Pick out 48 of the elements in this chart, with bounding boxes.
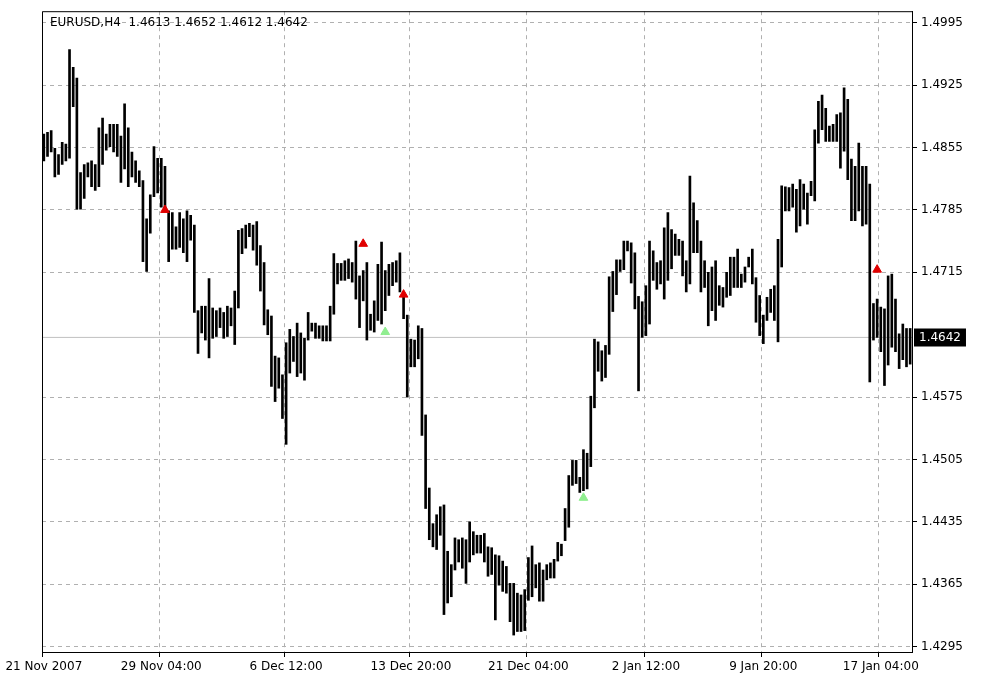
- point: [380, 326, 391, 336]
- x-tick-label: 2 Jan 12:00: [611, 659, 681, 674]
- x-tick-label: 13 Dec 20:00: [370, 659, 452, 674]
- bar: [215, 310, 218, 337]
- chart-title: EURUSD,H4 1.4613 1.4652 1.4612 1.4642: [50, 15, 308, 30]
- x-tick-label: 6 Dec 12:00: [249, 659, 323, 674]
- bar: [714, 260, 717, 321]
- x-tick-label: 29 Nov 04:00: [120, 659, 202, 674]
- point: [358, 238, 369, 247]
- bar: [339, 263, 343, 281]
- y-tick-label: 1.4575: [921, 389, 963, 404]
- y-tick-label: 1.4715: [921, 264, 963, 279]
- bar: [582, 449, 585, 492]
- y-tick-label: 1.4365: [921, 576, 963, 591]
- y-tick-label: 1.4785: [921, 202, 963, 217]
- bar: [68, 49, 71, 159]
- point: [398, 289, 409, 298]
- y-tick-label: 1.4855: [921, 139, 963, 154]
- x-tick-label: 9 Jan 20:00: [729, 659, 798, 674]
- y-tick-label: 1.4505: [921, 451, 963, 466]
- bar: [512, 583, 516, 636]
- x-tick-label: 17 Jan 04:00: [842, 659, 919, 674]
- point: [872, 264, 882, 273]
- bar: [538, 562, 541, 602]
- bar: [560, 543, 563, 557]
- y-tick-label: 1.4995: [921, 14, 963, 29]
- x-tick-label: 21 Dec 04:00: [488, 659, 569, 674]
- bar: [159, 157, 163, 208]
- bar: [112, 124, 115, 153]
- bar: [549, 562, 552, 579]
- y-tick-label: 1.4435: [921, 514, 963, 528]
- bar: [321, 325, 325, 342]
- bar: [347, 258, 350, 279]
- y-tick-label: 1.4925: [921, 77, 963, 92]
- y-tick-label: 1.4295: [921, 638, 963, 653]
- point: [160, 204, 170, 213]
- bar: [226, 305, 229, 337]
- bar: [167, 210, 170, 262]
- bar: [380, 241, 383, 325]
- bar: [90, 160, 93, 188]
- bar: [905, 328, 908, 368]
- bar: [314, 322, 317, 339]
- x-tick-label: 21 Nov 2007: [5, 659, 83, 674]
- bar: [728, 256, 732, 296]
- point: [578, 492, 589, 501]
- bar: [46, 132, 49, 157]
- ref-line-label: 1.4642: [919, 329, 961, 344]
- bar: [736, 248, 739, 288]
